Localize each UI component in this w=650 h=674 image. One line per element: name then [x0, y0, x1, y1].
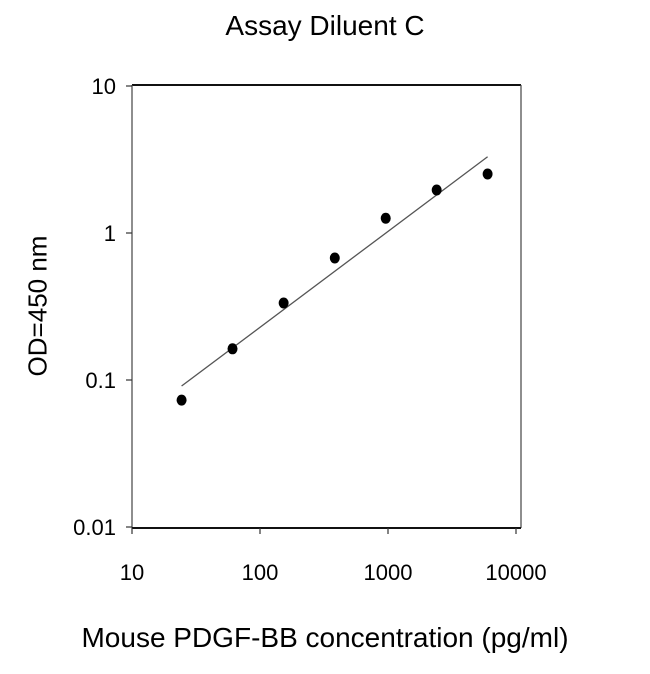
- x-tick-label: 100: [242, 560, 279, 585]
- data-point: [380, 212, 391, 224]
- data-point: [482, 168, 493, 180]
- x-tick-label: 10000: [485, 560, 546, 585]
- data-point: [329, 252, 340, 264]
- chart-title: Assay Diluent C: [225, 10, 425, 41]
- data-point: [278, 297, 289, 309]
- trend-line: [181, 156, 488, 387]
- y-tick-label: 1: [104, 221, 116, 246]
- data-points: [176, 168, 493, 406]
- y-tick-label: 10: [92, 74, 116, 99]
- x-tick-label: 1000: [364, 560, 413, 585]
- data-point: [431, 184, 442, 196]
- data-point: [227, 343, 238, 355]
- y-tick-label: 0.01: [73, 515, 116, 540]
- axes: [126, 84, 522, 534]
- x-axis-label: Mouse PDGF-BB concentration (pg/ml): [81, 622, 569, 653]
- fit-line: [181, 156, 488, 387]
- data-point: [176, 394, 187, 406]
- x-tick-label: 10: [120, 560, 144, 585]
- y-tick-label: 0.1: [85, 368, 116, 393]
